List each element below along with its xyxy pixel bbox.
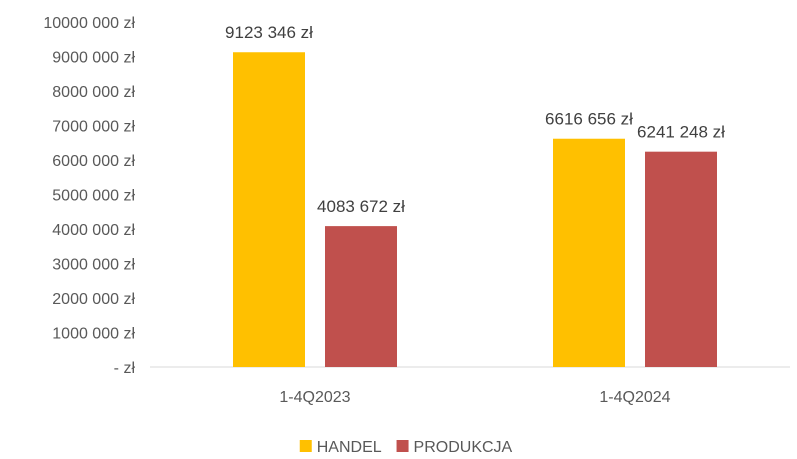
y-tick-label: 5000 000 zł xyxy=(52,188,135,205)
y-tick-label: 7000 000 zł xyxy=(52,119,135,136)
y-tick-label: 6000 000 zł xyxy=(52,153,135,170)
bar-produkcja-1 xyxy=(645,151,717,367)
y-tick-label: 4000 000 zł xyxy=(52,222,135,239)
y-tick-label: 8000 000 zł xyxy=(52,84,135,101)
data-label: 9123 346 zł xyxy=(225,23,313,42)
y-tick-label: 3000 000 zł xyxy=(52,257,135,274)
data-label: 6241 248 zł xyxy=(637,123,725,142)
legend-swatch-produkcja xyxy=(396,440,409,452)
legend-label: HANDEL xyxy=(317,439,382,456)
legend-label: PRODUKCJA xyxy=(414,439,513,456)
y-tick-label: 1000 000 zł xyxy=(52,326,135,343)
y-tick-label: 2000 000 zł xyxy=(52,291,135,308)
bar-produkcja-0 xyxy=(325,226,397,367)
x-tick-label: 1-4Q2023 xyxy=(279,389,350,406)
x-tick-label: 1-4Q2024 xyxy=(599,389,670,406)
bar-handel-0 xyxy=(233,52,305,367)
legend-swatch-handel xyxy=(299,440,312,452)
y-tick-label: 10000 000 zł xyxy=(43,15,135,32)
data-label: 6616 656 zł xyxy=(545,110,633,129)
data-label: 4083 672 zł xyxy=(317,197,405,216)
y-tick-label: - zł xyxy=(114,360,136,377)
bar-handel-1 xyxy=(553,138,625,367)
y-tick-label: 9000 000 zł xyxy=(52,50,135,67)
